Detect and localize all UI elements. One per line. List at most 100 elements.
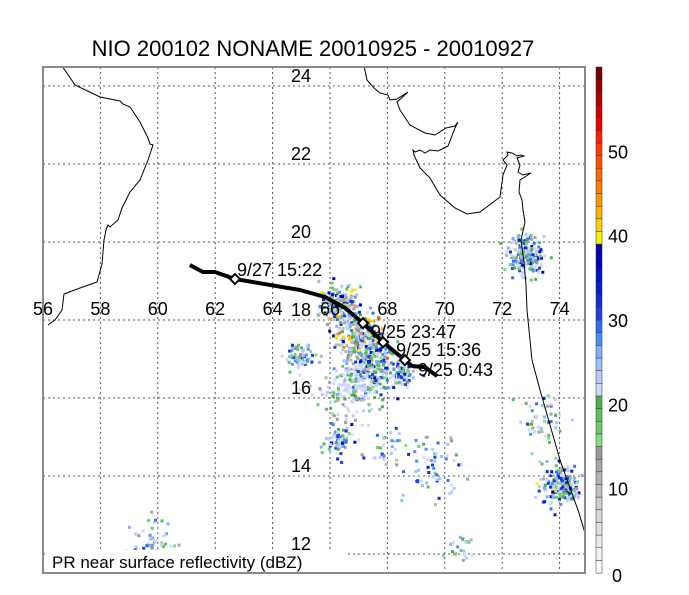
rain-pixel [411,369,415,373]
rain-pixel [382,443,386,447]
rain-pixel [332,414,336,418]
colorbar-cell [595,218,603,232]
rain-pixel [374,339,378,343]
rain-pixel [329,302,333,306]
rain-pixel [372,343,376,347]
rain-pixel [344,420,348,424]
rain-pixel [330,390,334,394]
rain-pixel [382,454,386,458]
rain-pixel [392,367,396,371]
rain-pixel [566,469,570,473]
rain-pixel [354,312,358,315]
rain-pixel [336,413,340,417]
track-markers: 9/27 15:22 9/25 23:479/25 15:369/25 0:43 [228,260,493,380]
rain-pixel [332,367,336,371]
rain-pixel [509,241,513,245]
rain-pixel [564,487,568,491]
rain-pixel [366,355,370,359]
colorbar-cell [595,92,603,106]
rain-pixel [324,301,328,305]
rain-pixel [386,325,390,329]
rain-pixel [150,510,154,514]
rain-pixel [344,429,348,433]
rain-pixel [535,482,539,486]
rain-pixel [365,311,369,315]
rain-pixel [551,472,555,476]
rain-pixel [298,355,302,359]
rain-pixel [529,432,533,436]
rain-pixel [151,543,154,547]
rain-pixel [345,319,349,323]
rain-pixel [517,252,520,256]
rain-pixel [395,463,399,467]
rain-pixel [427,471,431,474]
rain-pixel [351,335,355,339]
rain-pixel [334,314,338,318]
rain-pixel [389,385,393,389]
rain-pixel [511,276,515,280]
rain-pixel [348,337,351,341]
rain-pixel [528,404,532,408]
rain-pixel [344,368,348,372]
rain-pixel [347,409,351,413]
rain-pixel [394,426,398,430]
rain-pixel [300,346,304,350]
rain-pixel [384,347,388,351]
rain-pixel [343,303,347,307]
rain-pixel [355,410,359,414]
rain-pixel [147,519,151,523]
rain-pixel [576,495,580,499]
lat-tick-label: 22 [291,144,311,164]
rain-pixel [371,372,374,376]
rain-pixel [414,470,418,473]
rain-pixel [359,342,363,346]
rain-pixel [296,366,300,370]
rain-pixel [363,387,367,391]
rain-pixel [469,538,473,542]
rain-pixel [426,485,430,489]
rain-pixel [344,293,348,297]
rain-pixel [300,359,304,363]
rain-pixel [396,439,400,443]
rain-pixel [338,392,342,396]
rain-pixel [357,386,361,390]
rain-pixel [539,248,543,252]
rain-pixel [393,377,397,381]
rain-pixel [526,234,529,238]
rain-pixel [364,393,368,397]
rain-pixel [350,305,354,309]
rain-pixel [339,452,343,456]
rain-pixel [559,502,563,506]
rain-pixel [563,483,567,487]
rain-pixel [537,430,541,434]
rain-pixel [417,444,421,448]
rain-pixel [334,335,338,339]
rain-pixel [362,368,365,372]
rain-pixel [513,248,517,252]
rain-pixel [352,300,356,304]
rain-pixel [569,497,573,501]
rain-pixel [538,250,542,254]
rain-pixel [511,237,515,240]
rain-pixel [375,433,379,437]
rain-pixel [528,262,532,266]
rain-pixel [336,291,340,295]
rain-pixel [159,543,163,547]
rain-pixel [383,376,387,380]
rain-pixel [394,381,398,385]
rain-pixel [356,326,360,330]
rain-pixel [557,476,561,480]
rain-pixel [368,384,372,387]
rain-pixel [347,366,351,370]
rain-pixel [367,403,371,407]
rain-pixel [434,478,438,482]
rain-pixel [127,525,131,529]
rain-pixel [333,315,337,318]
rain-pixel [304,353,308,357]
track-marker-label: 9/27 15:22 [237,260,322,280]
rain-pixel [339,321,343,325]
rain-pixel [342,428,346,432]
rain-pixel [505,253,508,257]
rain-pixel [397,359,401,363]
rain-pixel [382,362,386,366]
